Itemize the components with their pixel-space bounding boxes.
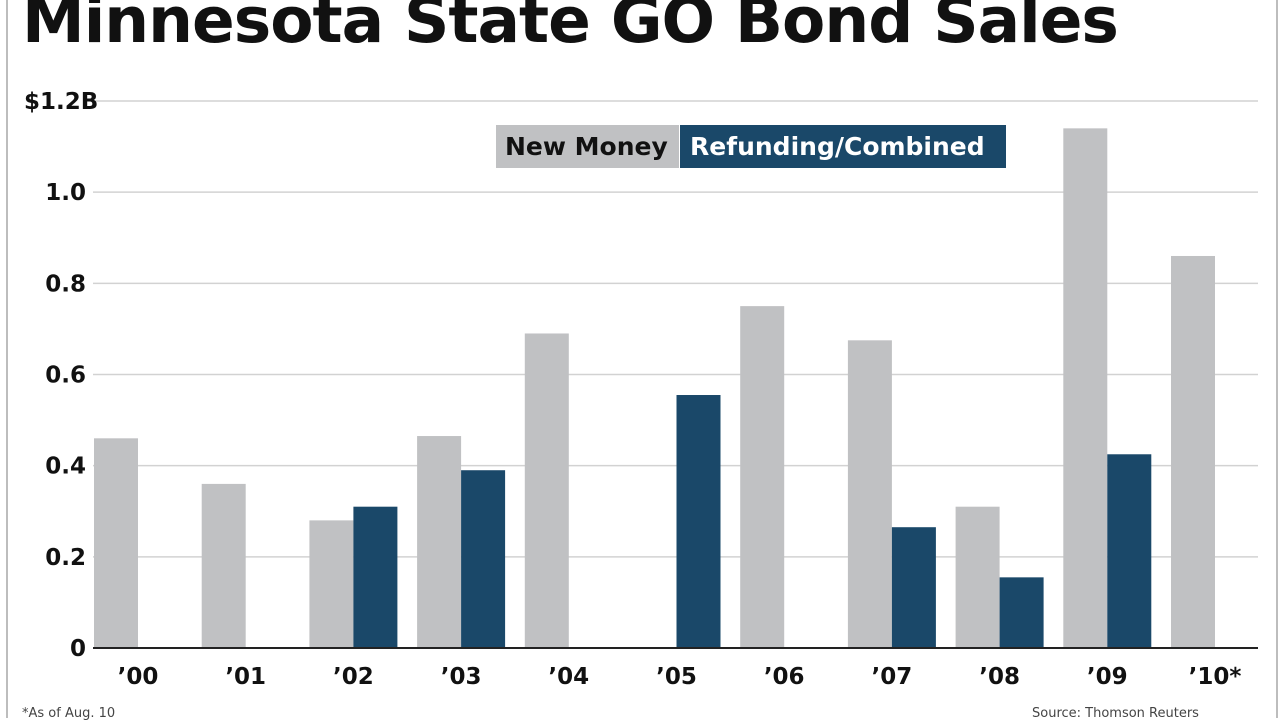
x-tick-label: ’01 [225, 664, 266, 690]
bar-refunding-combined-02 [353, 506, 398, 648]
legend-swatch-new-money [496, 125, 679, 168]
legend: New Money Refunding/Combined [496, 125, 1006, 168]
legend-label-refunding-combined: Refunding/Combined [690, 132, 985, 161]
y-tick-label: 0.8 [45, 271, 86, 297]
y-tick-label: 0.2 [45, 545, 86, 571]
footnote: *As of Aug. 10 [22, 706, 116, 721]
x-axis-tick-labels: ’00 ’01 ’02 ’03 ’04 ’05 ’06 ’07 ’08 ’09 ’10* [118, 664, 1242, 690]
bar-new-money-02 [309, 520, 354, 648]
bar-refunding-combined-03 [461, 470, 506, 648]
x-tick-label: ’03 [441, 664, 482, 690]
bar-new-money-10 [1171, 255, 1215, 648]
y-tick-label: 1.0 [45, 180, 86, 206]
x-tick-label: ’07 [872, 664, 913, 690]
y-tick-label: 0.6 [45, 363, 86, 389]
bar-new-money-00 [94, 438, 138, 648]
x-tick-label: ’00 [118, 664, 159, 690]
bar-new-money-06 [740, 306, 785, 648]
bar-refunding-combined-08 [999, 577, 1044, 648]
bar-new-money-07 [847, 340, 892, 648]
bar-new-money-09 [1063, 128, 1108, 649]
x-tick-label: ’10* [1189, 664, 1242, 690]
bar-new-money-04 [524, 333, 569, 648]
x-tick-label: ’05 [656, 664, 697, 690]
bar-new-money-03 [417, 436, 462, 648]
legend-label-new-money: New Money [505, 132, 668, 161]
bar-new-money-08 [955, 506, 1000, 648]
x-tick-label: ’09 [1087, 664, 1128, 690]
bar-new-money-01 [201, 483, 246, 648]
source-note: Source: Thomson Reuters [1032, 706, 1199, 721]
bar-refunding-combined-07 [891, 527, 936, 648]
bar-refunding-combined-05 [676, 395, 721, 648]
chart-frame [6, 0, 1278, 718]
x-tick-label: ’06 [764, 664, 805, 690]
bars [94, 128, 1215, 649]
y-axis-tick-labels: 0 0.2 0.4 0.6 0.8 1.0 $1.2B [24, 89, 98, 662]
bar-refunding-combined-09 [1107, 454, 1152, 648]
x-tick-label: ’04 [548, 664, 589, 690]
x-tick-label: ’02 [333, 664, 374, 690]
legend-swatch-refunding-combined [680, 125, 1006, 168]
y-tick-label: $1.2B [24, 89, 98, 115]
chart-title: Minnesota State GO Bond Sales [22, 0, 1119, 57]
y-tick-label: 0.4 [45, 454, 86, 480]
x-tick-label: ’08 [979, 664, 1020, 690]
y-tick-label: 0 [70, 636, 86, 662]
